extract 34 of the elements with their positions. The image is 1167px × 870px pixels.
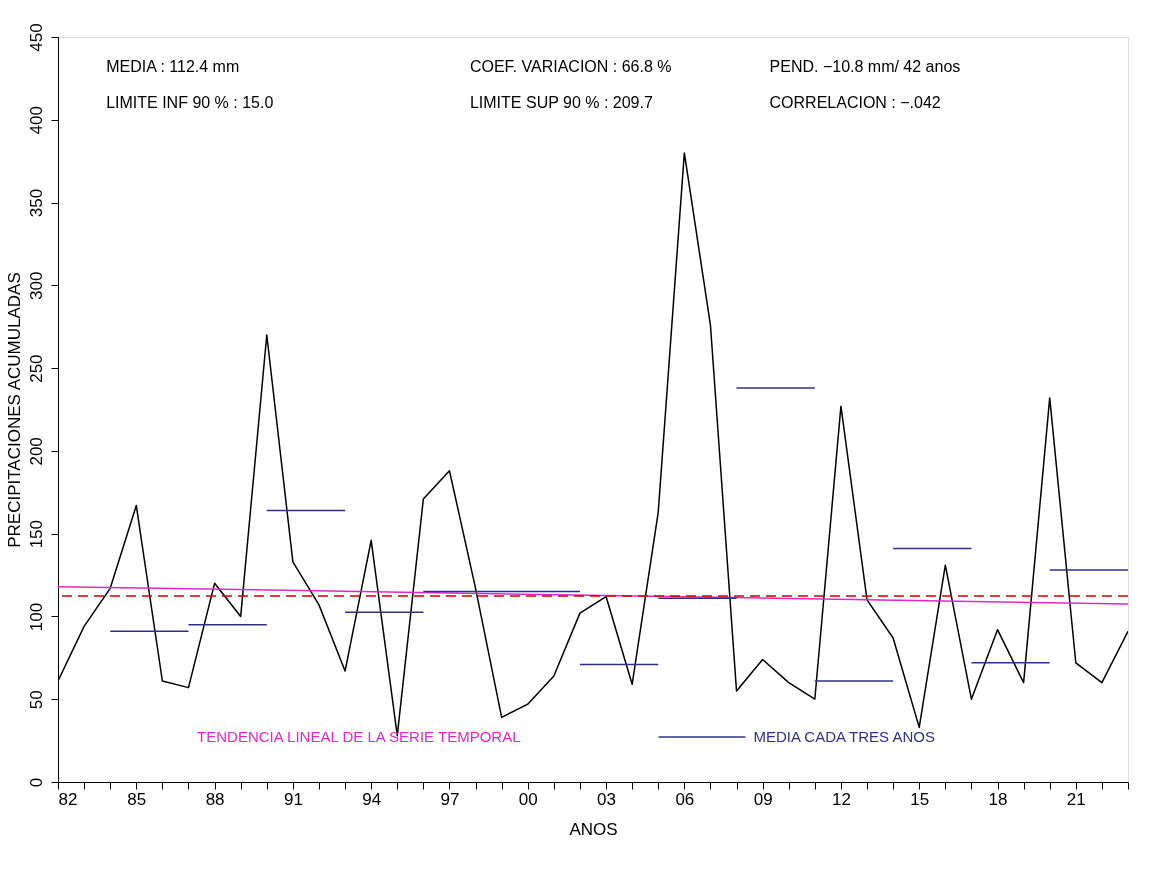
x-tick-label: 06 — [675, 789, 695, 809]
x-tick-label: 97 — [440, 789, 460, 809]
annotation: COEF. VARIACION : 66.8 % — [469, 58, 672, 75]
y-axis-title: PRECIPITACIONES ACUMULADAS — [4, 272, 24, 548]
y-tick-label: 300 — [26, 271, 46, 301]
x-tick-label: 18 — [988, 789, 1008, 809]
x-tick-label: 82 — [58, 789, 78, 809]
text: TENDENCIA LINEAL DE LA SERIE TEMPORAL — [197, 728, 521, 745]
x-tick-label: 09 — [753, 789, 773, 809]
text: MEDIA CADA TRES ANOS — [753, 728, 935, 745]
annotation: CORRELACION : −.042 — [769, 94, 941, 111]
x-tick-label: 00 — [518, 789, 538, 809]
x-tick-label: 15 — [910, 789, 930, 809]
annotation: PEND. −10.8 mm/ 42 anos — [769, 58, 961, 75]
x-tick-label: 12 — [831, 789, 851, 809]
x-axis-title: ANOS — [569, 819, 618, 839]
x-tick-label: 91 — [283, 789, 303, 809]
y-tick-label: 250 — [26, 354, 46, 383]
x-tick-label: 03 — [597, 789, 617, 809]
annotation: LIMITE INF 90 % : 15.0 — [106, 94, 274, 111]
x-tick-label: 88 — [205, 789, 225, 809]
y-tick-label: 50 — [26, 690, 46, 710]
x-tick-label: 85 — [127, 789, 147, 809]
y-tick-label: 350 — [26, 188, 46, 218]
y-tick-label: 150 — [26, 519, 46, 549]
x-tick-label: 94 — [362, 789, 382, 809]
y-tick-label: 200 — [26, 437, 46, 466]
annotation: LIMITE SUP 90 % : 209.7 — [469, 94, 653, 111]
y-tick-label: 100 — [26, 602, 46, 632]
annotation: MEDIA : 112.4 mm — [106, 58, 240, 75]
y-tick-label: 0 — [26, 777, 46, 788]
y-tick-label: 400 — [26, 106, 46, 135]
x-tick-label: 21 — [1066, 789, 1086, 809]
y-tick-label: 450 — [26, 23, 46, 52]
